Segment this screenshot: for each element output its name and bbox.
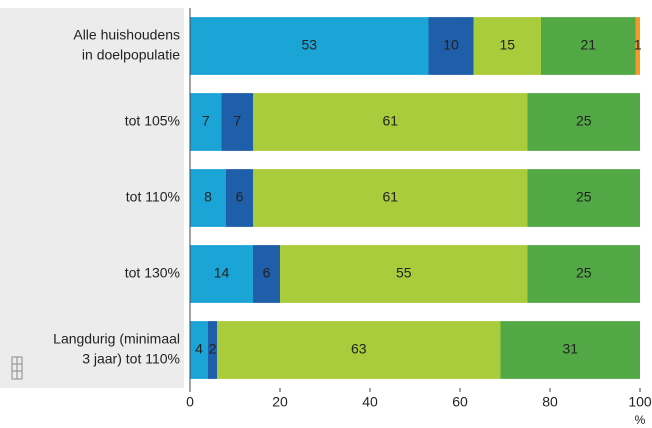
data-label: 6 [236,189,244,205]
label-panel [0,8,184,388]
y-tick-label: 3 jaar) tot 110% [82,351,180,367]
data-label: 15 [499,37,515,53]
x-tick-label: 100 [628,394,652,410]
bar-segment [635,17,640,75]
data-label: 61 [382,189,398,205]
data-label: 7 [233,113,241,129]
x-axis-label: % [635,413,646,427]
data-label: 10 [443,37,459,53]
data-label: 6 [263,265,271,281]
data-label: 61 [382,113,398,129]
bar-segment [221,93,253,151]
bar-segment [541,17,636,75]
data-label: 8 [204,189,212,205]
bar-segment [527,93,640,151]
bar-segment [280,245,528,303]
data-label: 21 [580,37,596,53]
bar-segment [253,93,528,151]
x-tick-label: 20 [272,394,288,410]
data-label: 53 [301,37,317,53]
y-tick-label: in doelpopulatie [82,47,180,63]
y-tick-label: Langdurig (minimaal [53,331,180,347]
data-label: 25 [576,189,592,205]
x-tick-label: 40 [362,394,378,410]
y-tick-label: tot 130% [125,265,180,281]
y-tick-label: Alle huishoudens [73,27,180,43]
data-label: 25 [576,113,592,129]
data-label: 2 [209,341,217,357]
data-label: 31 [562,341,578,357]
bar-segment [190,93,222,151]
y-tick-label: tot 110% [126,189,180,205]
x-tick-label: 0 [186,394,194,410]
bar-segment [500,321,640,379]
bar-segment [190,169,226,227]
y-tick-label: tot 105% [125,113,180,129]
bar-segment [226,169,253,227]
bar-segment [527,169,640,227]
data-label: 1 [634,37,642,53]
data-label: 14 [214,265,230,281]
bar-segment [428,17,474,75]
data-label: 63 [351,341,367,357]
bar-segment [190,245,253,303]
x-tick-label: 80 [542,394,558,410]
bar-segment [527,245,640,303]
bar-segment [253,245,280,303]
bar-segment [253,169,528,227]
data-label: 7 [202,113,210,129]
bar-segment [190,17,429,75]
data-label: 4 [195,341,203,357]
bar-segment [217,321,501,379]
data-label: 25 [576,265,592,281]
bar-segment [208,321,217,379]
bar-segment [190,321,208,379]
x-tick-label: 60 [452,394,468,410]
bar-segment [473,17,541,75]
logo [11,356,23,380]
data-label: 55 [396,265,412,281]
